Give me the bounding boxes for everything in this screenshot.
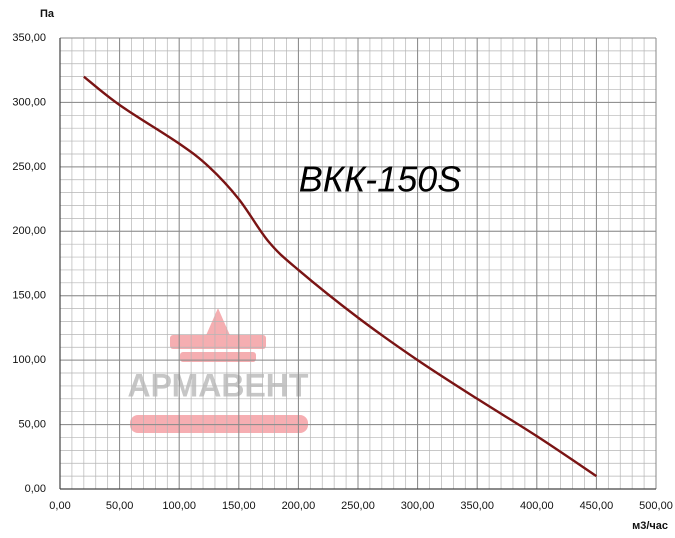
y-tick-label: 150,00 [12, 290, 46, 302]
x-tick-label: 100,00 [162, 500, 196, 512]
logo-peak [204, 308, 232, 340]
x-tick-label: 50,00 [106, 500, 134, 512]
y-tick-label: 100,00 [12, 354, 46, 366]
x-tick-label: 400,00 [520, 500, 554, 512]
x-tick-label: 300,00 [401, 500, 435, 512]
y-tick-label: 200,00 [12, 225, 46, 237]
logo-wing [180, 352, 256, 362]
y-tick-label: 250,00 [12, 161, 46, 173]
y-tick-label: 0,00 [25, 483, 46, 495]
x-tick-label: 450,00 [580, 500, 614, 512]
x-tick-label: 350,00 [460, 500, 494, 512]
logo-base [130, 415, 308, 433]
y-tick-label: 300,00 [12, 96, 46, 108]
series-line [83, 75, 598, 478]
x-axis-label: м3/час [632, 520, 668, 532]
x-tick-label: 150,00 [222, 500, 256, 512]
y-axis-label: Па [40, 8, 55, 20]
x-tick-label: 250,00 [341, 500, 375, 512]
y-tick-label: 350,00 [12, 32, 46, 44]
logo-wing [170, 335, 266, 349]
logo [130, 308, 308, 433]
x-tick-label: 500,00 [639, 500, 673, 512]
watermark: АРМАВЕНТ [128, 367, 309, 403]
annotation: ВКК-150S [299, 159, 462, 200]
y-tick-label: 50,00 [18, 418, 46, 430]
x-tick-label: 200,00 [282, 500, 316, 512]
x-tick-label: 0,00 [49, 500, 70, 512]
